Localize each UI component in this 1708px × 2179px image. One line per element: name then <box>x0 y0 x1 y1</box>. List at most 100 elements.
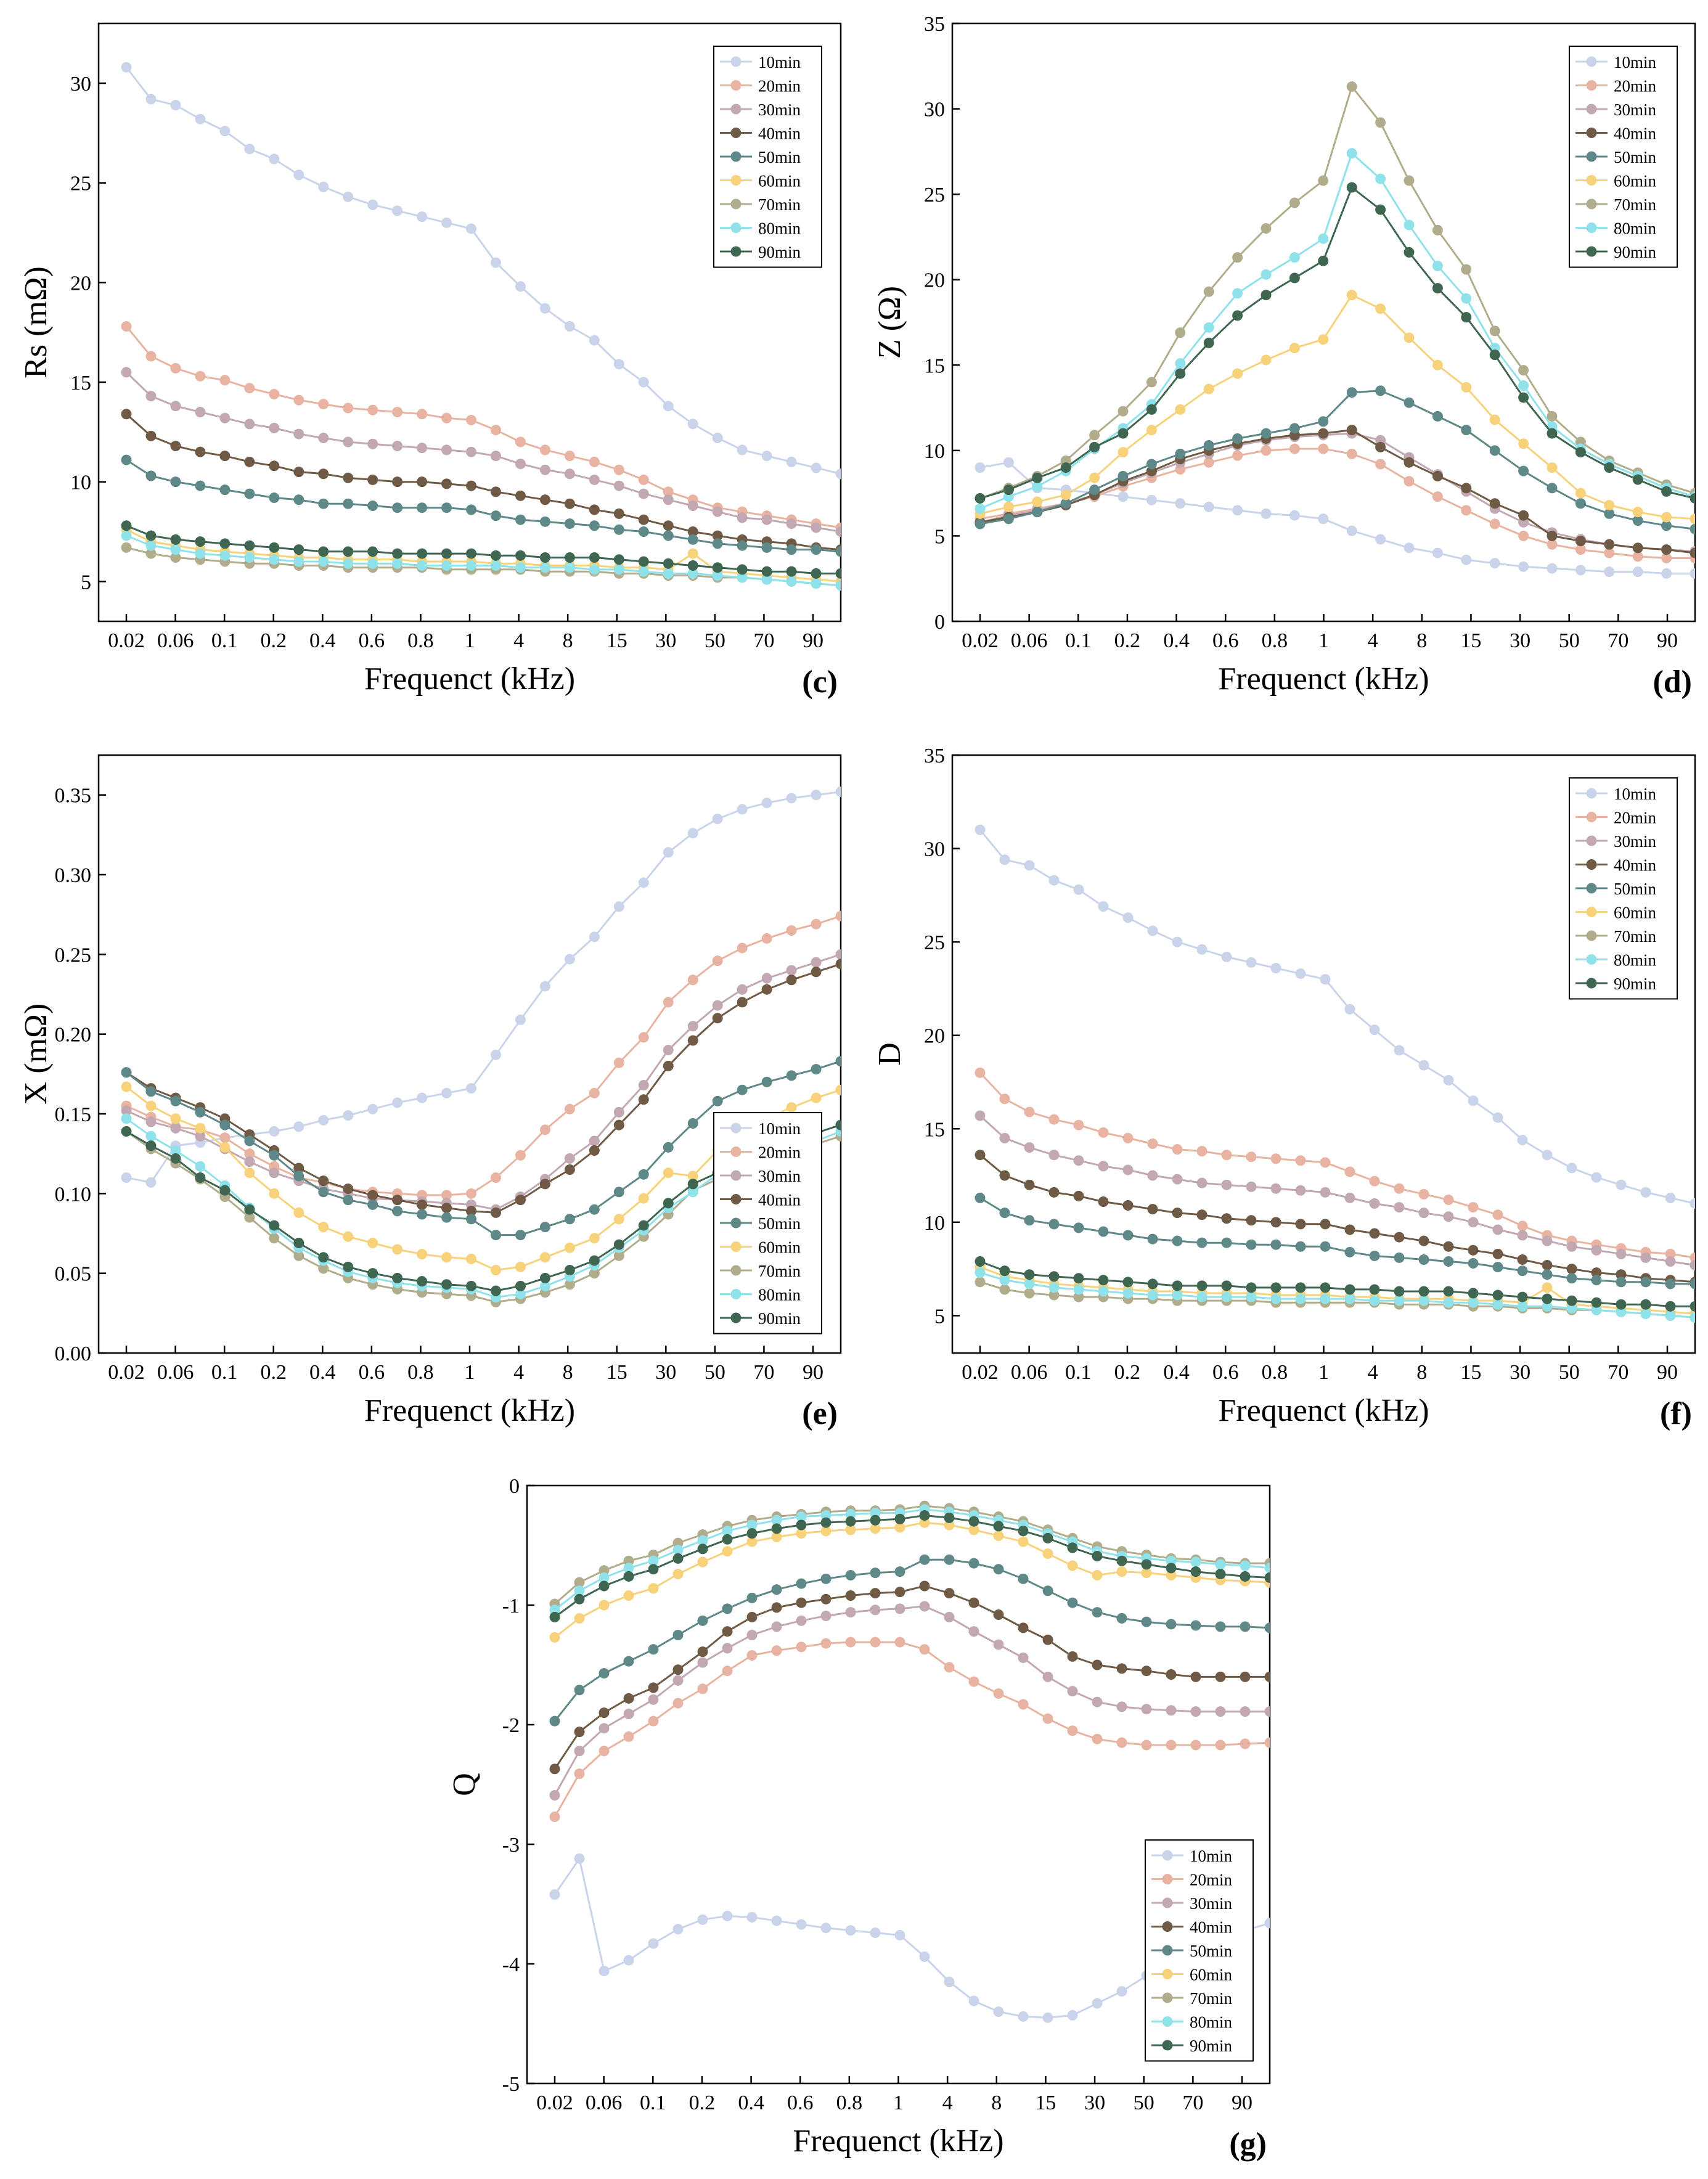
data-point <box>1346 290 1357 301</box>
legend-swatch-marker <box>730 175 742 186</box>
data-point <box>1024 1215 1035 1226</box>
legend-label: 70min <box>758 1262 801 1280</box>
data-point <box>1295 1185 1306 1196</box>
data-point <box>145 1116 157 1127</box>
data-point <box>638 474 649 485</box>
data-point <box>1518 392 1529 403</box>
data-point <box>845 1607 856 1618</box>
data-point <box>145 530 157 541</box>
data-point <box>1092 1607 1103 1618</box>
data-point <box>1394 1295 1405 1306</box>
legend-label: 20min <box>1614 809 1657 827</box>
data-point <box>820 1573 832 1584</box>
data-point <box>1468 1258 1479 1269</box>
data-point <box>672 1537 684 1548</box>
legend-swatch-marker <box>730 1217 742 1228</box>
data-point <box>1575 498 1586 509</box>
data-point <box>672 1553 684 1564</box>
data-point <box>663 1060 674 1071</box>
data-point <box>1246 957 1257 968</box>
x-tick-label: 0.6 <box>359 1361 385 1384</box>
data-point <box>490 510 501 521</box>
data-point <box>219 1132 231 1143</box>
data-point <box>771 1515 782 1526</box>
data-point <box>722 1626 733 1637</box>
data-point <box>975 518 986 529</box>
data-point <box>1018 1622 1029 1633</box>
data-point <box>663 1045 674 1056</box>
data-point <box>1632 542 1643 554</box>
x-tick-label: 0.1 <box>1065 1361 1092 1384</box>
data-point <box>1344 1284 1355 1295</box>
data-point <box>894 1637 905 1648</box>
data-point <box>599 1580 610 1592</box>
series-20min <box>121 321 841 533</box>
data-point <box>1098 1161 1109 1172</box>
data-point <box>697 1683 708 1695</box>
legend-swatch-marker <box>730 1241 742 1252</box>
data-point <box>1175 358 1186 369</box>
data-point <box>993 1521 1004 1532</box>
x-tick-label: 1 <box>1318 1361 1329 1384</box>
data-point <box>1141 1616 1152 1627</box>
data-point <box>820 1526 832 1537</box>
data-point <box>835 468 841 480</box>
legend-swatch-marker <box>1162 1850 1173 1861</box>
data-point <box>145 470 157 481</box>
data-point <box>466 560 477 571</box>
data-point <box>623 1555 634 1566</box>
data-point <box>1404 219 1415 231</box>
y-tick-label: 0 <box>509 1475 520 1498</box>
data-point <box>1375 303 1386 314</box>
data-point <box>761 984 772 995</box>
data-point <box>1240 1671 1251 1682</box>
data-point <box>170 1113 181 1124</box>
y-tick-label: 10 <box>924 1212 945 1235</box>
x-tick-label: 4 <box>1368 1361 1378 1384</box>
data-point <box>722 1643 733 1654</box>
data-point <box>515 1261 526 1272</box>
legend-label: 30min <box>1614 100 1657 119</box>
data-point <box>1221 1150 1232 1161</box>
data-point <box>975 1150 986 1161</box>
data-point <box>1270 1239 1281 1250</box>
data-point <box>1098 901 1109 912</box>
legend-label: 80min <box>758 219 801 238</box>
legend-swatch-marker <box>730 1122 742 1134</box>
x-tick-label: 15 <box>1035 2091 1056 2114</box>
data-point <box>1147 1204 1158 1215</box>
legend-label: 20min <box>758 77 801 96</box>
data-point <box>999 1284 1010 1295</box>
data-point <box>1175 327 1186 338</box>
data-point <box>441 548 452 559</box>
data-point <box>1289 443 1300 454</box>
legend: 10min 20min 30min 40min 50min 60min 70min 80min… <box>1569 777 1678 1000</box>
x-tick-label: 0.06 <box>157 629 194 652</box>
data-point <box>1048 1271 1060 1282</box>
x-tick-label: 0.02 <box>536 2091 573 2114</box>
data-point <box>1418 1254 1429 1265</box>
x-tick-label: 8 <box>1416 629 1427 652</box>
data-point <box>1604 566 1615 578</box>
data-point <box>1215 1706 1226 1717</box>
data-point <box>845 1637 856 1648</box>
data-point <box>145 1100 157 1111</box>
series-10min <box>975 457 1695 579</box>
data-point <box>623 1731 634 1742</box>
data-point <box>786 975 797 986</box>
data-point <box>796 1578 807 1589</box>
data-point <box>1196 1280 1207 1291</box>
data-point <box>1172 1208 1183 1219</box>
x-tick-label: 90 <box>1657 1361 1678 1384</box>
data-point <box>1190 1740 1201 1751</box>
data-point <box>269 1167 280 1179</box>
data-point <box>786 518 797 529</box>
data-point <box>1443 1194 1454 1205</box>
data-point <box>121 520 132 531</box>
legend-label: 50min <box>1614 148 1657 166</box>
y-tick-label: 0.20 <box>55 1024 92 1047</box>
data-point <box>1190 1620 1201 1631</box>
x-tick-label: 8 <box>1416 1361 1427 1384</box>
data-point <box>1547 411 1558 422</box>
